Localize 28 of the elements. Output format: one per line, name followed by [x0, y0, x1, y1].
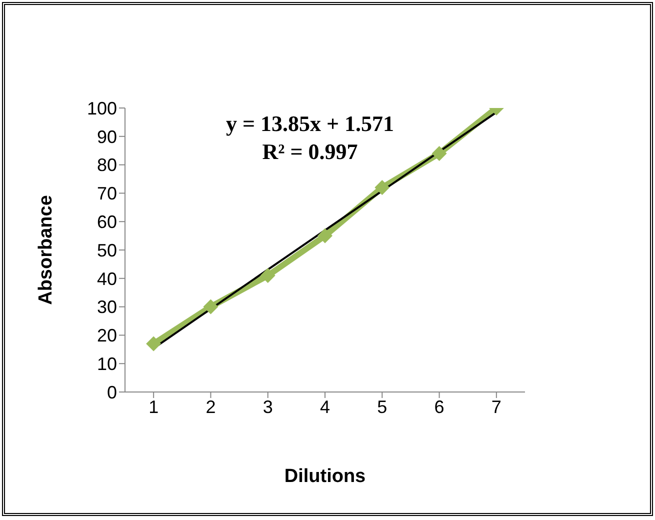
point	[260, 268, 276, 284]
y-tick-label: 90	[96, 126, 117, 147]
y-tick-label: 80	[96, 155, 117, 176]
x-tick-label: 3	[262, 396, 273, 417]
annotation: R² = 0.997	[261, 138, 359, 166]
y-tick-label: 10	[96, 354, 117, 374]
y-tick-label: 60	[96, 212, 117, 232]
point	[203, 299, 218, 314]
y-tick-label: 100	[86, 98, 117, 118]
x-tick-label: 5	[377, 396, 388, 417]
y-tick-label: 50	[96, 240, 117, 260]
x-tick-label: 2	[206, 396, 216, 417]
x-tick-label: 1	[148, 396, 159, 417]
x-tick-label: 6	[434, 396, 444, 417]
annotation: y = 13.85x + 1.571	[224, 110, 396, 138]
x-tick-label: 4	[320, 396, 330, 417]
y-tick-label: 20	[96, 326, 117, 346]
y-axis-title: Absorbance	[36, 195, 57, 305]
x-tick-label: 7	[491, 396, 502, 417]
point	[146, 336, 162, 352]
point	[374, 180, 390, 196]
y-tick-label: 70	[96, 184, 117, 204]
x-axis-title: Dilutions	[284, 466, 366, 487]
y-tick-label: 0	[106, 382, 117, 402]
y-tick-label: 40	[96, 268, 117, 289]
point	[318, 228, 332, 244]
y-tick-label: 30	[96, 297, 117, 318]
point	[432, 146, 447, 161]
